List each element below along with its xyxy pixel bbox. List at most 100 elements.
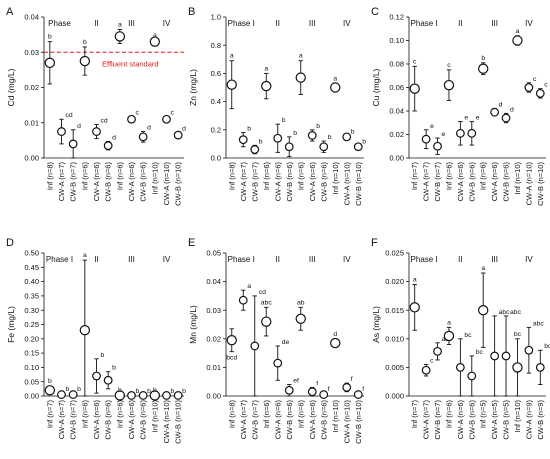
significance-letter: c <box>413 58 417 65</box>
data-point <box>68 139 78 149</box>
significance-letter: c <box>430 358 434 365</box>
y-tick-label: 0.10 <box>24 363 39 372</box>
y-tick-label: 0.005 <box>385 363 404 372</box>
panel-letter: B <box>188 6 195 18</box>
y-tick-label: 0.00 <box>24 154 39 163</box>
significance-letter: c <box>533 76 537 83</box>
category-label: CW-A (n=6) <box>273 162 282 202</box>
phase-label: IV <box>343 255 351 264</box>
category-label: Inf (n=6) <box>444 161 453 190</box>
y-tick-label: 0.45 <box>24 263 39 272</box>
y-tick-label: 0.4 <box>211 97 221 106</box>
y-axis-label: Cu (mg/L) <box>371 68 381 106</box>
significance-letter: abc <box>533 320 545 327</box>
significance-letter: e <box>430 123 434 130</box>
data-point <box>44 57 56 69</box>
data-point <box>103 375 113 385</box>
y-tick-label: 0.8 <box>211 41 221 50</box>
significance-letter: d <box>77 123 81 130</box>
significance-letter: a <box>83 252 87 259</box>
y-tick-label: 0.25 <box>24 320 39 329</box>
category-label: Inf (n=10) <box>331 161 340 194</box>
y-tick-label: 0.05 <box>206 249 221 258</box>
data-point <box>467 371 477 381</box>
phase-label: III <box>309 19 316 28</box>
category-label: CW-B (n=5) <box>502 400 511 440</box>
y-tick-label: 0.08 <box>389 60 404 69</box>
data-point <box>44 385 56 396</box>
data-point <box>114 390 126 401</box>
phase-label: IV <box>525 255 533 264</box>
significance-letter: c <box>136 109 140 116</box>
category-label: CW-A (n=7) <box>57 400 66 440</box>
significance-letter: c <box>544 82 548 89</box>
significance-letter: a <box>264 65 268 72</box>
phase-label: IV <box>163 255 171 264</box>
data-point <box>342 132 352 142</box>
data-point <box>524 345 534 355</box>
significance-letter: b <box>171 388 175 395</box>
phase-label: Phase I <box>228 19 255 28</box>
phase-label: Phase <box>48 19 71 28</box>
y-tick-label: 0.000 <box>385 392 404 401</box>
data-point <box>307 131 317 140</box>
category-label: CW-A (n=7) <box>57 162 66 202</box>
phase-label: II <box>458 19 462 28</box>
data-point <box>162 391 171 400</box>
data-point <box>443 330 455 342</box>
phase-label: Phase I <box>411 255 438 264</box>
category-label: Inf (n=7) <box>410 399 419 428</box>
data-point <box>455 128 465 138</box>
significance-letter: a <box>447 319 451 326</box>
data-point <box>284 142 294 152</box>
category-label: Inf (n=10) <box>331 399 340 432</box>
category-label: CW-A (n=10) <box>162 400 171 444</box>
significance-letter: b <box>328 134 332 141</box>
significance-letter: a <box>299 53 303 60</box>
y-tick-label: 0.35 <box>24 292 39 301</box>
category-label: CW-B (n=7) <box>69 162 78 202</box>
data-point <box>478 305 489 316</box>
category-label: CW-B (n=6) <box>104 162 113 202</box>
significance-letter: a <box>153 32 157 39</box>
category-label: CW-A (n=7) <box>422 162 431 202</box>
category-label: CW-B (n=9) <box>536 400 545 440</box>
category-label: Inf (n=6) <box>296 399 305 428</box>
significance-letter: c <box>171 109 175 116</box>
significance-letter: b <box>182 388 186 395</box>
y-tick-label: 0.15 <box>24 349 39 358</box>
panel-letter: E <box>188 237 195 249</box>
category-label: Inf (n=7) <box>45 399 54 428</box>
phase-label: III <box>491 255 498 264</box>
category-label: CW-A (n=7) <box>239 162 248 202</box>
data-point <box>226 79 237 90</box>
category-label: CW-B (n=10) <box>536 162 545 206</box>
y-tick-label: 0.6 <box>211 69 221 78</box>
y-tick-label: 0.02 <box>24 83 39 92</box>
significance-letter: d <box>510 106 514 113</box>
data-point <box>92 127 101 136</box>
category-label: Inf (n=8) <box>227 399 236 428</box>
significance-letter: a <box>481 265 485 272</box>
data-point <box>261 316 272 327</box>
data-point <box>295 72 306 83</box>
panel-letter: D <box>6 237 14 249</box>
y-tick-label: 0.025 <box>385 249 404 258</box>
significance-letter: b <box>247 126 251 133</box>
phase-label: IV <box>525 19 533 28</box>
category-label: Inf (n=6) <box>262 399 271 428</box>
data-point <box>127 391 136 400</box>
phase-label: III <box>309 255 316 264</box>
significance-letter: b <box>293 130 297 137</box>
data-point <box>57 390 66 399</box>
category-label: CW-A (n=10) <box>524 162 533 206</box>
category-label: CW-B (n=6) <box>467 400 476 440</box>
significance-letter: d <box>333 331 337 338</box>
data-point <box>535 363 545 372</box>
significance-letter: b <box>83 39 87 46</box>
significance-letter: c <box>447 62 451 69</box>
y-tick-label: 0.01 <box>206 363 221 372</box>
significance-letter: b <box>316 123 320 130</box>
category-label: CW-A (n=10) <box>162 162 171 206</box>
panel-c: C Cu (mg/L) 0.00 0.02 0.04 0.06 0.08 0.10 0.12 Ph… <box>371 6 548 206</box>
